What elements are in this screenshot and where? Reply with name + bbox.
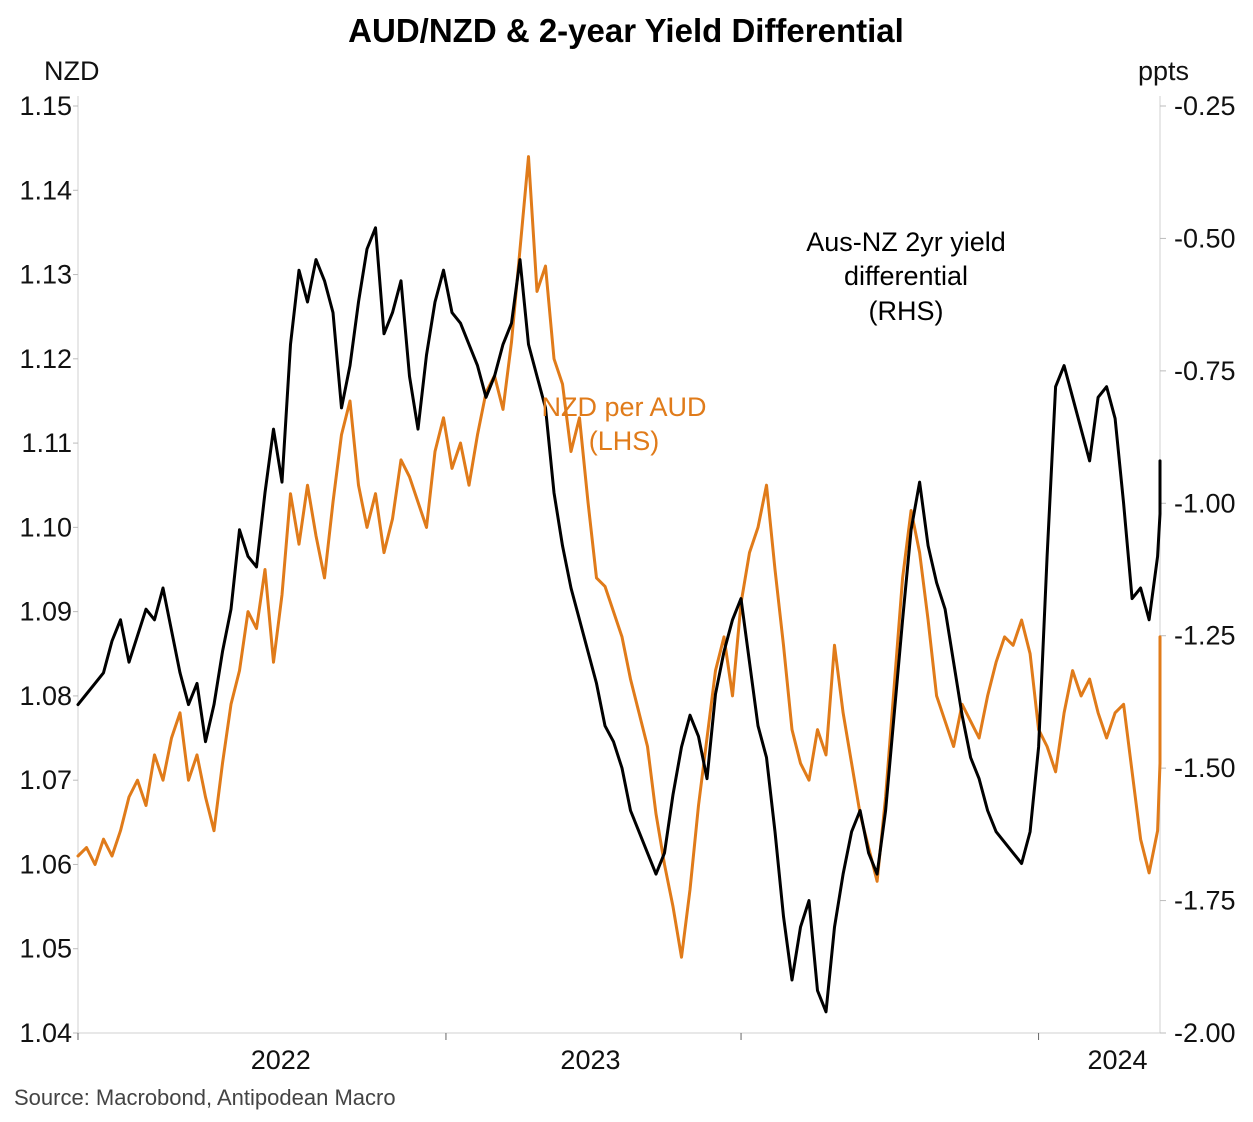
right-tick-label: -0.75	[1174, 356, 1236, 386]
x-tick-label: 2022	[251, 1045, 311, 1075]
left-axis-unit-label: NZD	[44, 56, 100, 86]
series-layer	[76, 155, 1162, 1014]
source-note: Source: Macrobond, Antipodean Macro	[14, 1085, 396, 1110]
left-tick-label: 1.15	[19, 91, 72, 121]
x-axis: 2022 2023 2024	[77, 1032, 1160, 1075]
right-tick-label: -0.50	[1174, 223, 1236, 253]
left-tick-label: 1.08	[19, 681, 72, 711]
chart-title: AUD/NZD & 2-year Yield Differential	[348, 12, 904, 49]
left-tick-label: 1.13	[19, 260, 72, 290]
right-axis: -2.00 -1.75 -1.50 -1.25 -1.00 -0.75 -0.50 -0.25	[1159, 91, 1236, 1048]
left-tick-label: 1.07	[19, 765, 72, 795]
annotation-yield-line-3: (RHS)	[869, 296, 944, 326]
left-axis: 1.04 1.05 1.06 1.07 1.08 1.09 1.10 1.11 1.12 1.13…	[19, 91, 79, 1048]
series-line-nzd-per-aud	[76, 155, 1162, 959]
series-line-yield-differential	[76, 226, 1162, 1014]
x-tick-label: 2024	[1087, 1045, 1147, 1075]
left-tick-label: 1.14	[19, 175, 72, 205]
right-tick-label: -2.00	[1174, 1018, 1236, 1048]
right-tick-label: -0.25	[1174, 91, 1236, 121]
right-tick-label: -1.25	[1174, 621, 1236, 651]
annotation-nzd-line-1: NZD per AUD	[541, 392, 706, 422]
right-tick-label: -1.50	[1174, 753, 1236, 783]
annotation-yield-line-2: differential	[844, 261, 968, 291]
annotation-yield-line-1: Aus-NZ 2yr yield	[806, 227, 1006, 257]
left-tick-label: 1.10	[19, 512, 72, 542]
left-tick-label: 1.11	[21, 428, 72, 458]
left-tick-label: 1.05	[19, 934, 72, 964]
annotation-nzd-line-2: (LHS)	[589, 426, 660, 456]
right-tick-label: -1.75	[1174, 886, 1236, 916]
right-tick-label: -1.00	[1174, 488, 1236, 518]
left-tick-label: 1.04	[19, 1018, 72, 1048]
left-tick-label: 1.09	[19, 597, 72, 627]
x-tick-label: 2023	[560, 1045, 620, 1075]
left-tick-label: 1.12	[19, 344, 72, 374]
right-axis-unit-label: ppts	[1138, 56, 1189, 86]
left-tick-label: 1.06	[19, 849, 72, 879]
